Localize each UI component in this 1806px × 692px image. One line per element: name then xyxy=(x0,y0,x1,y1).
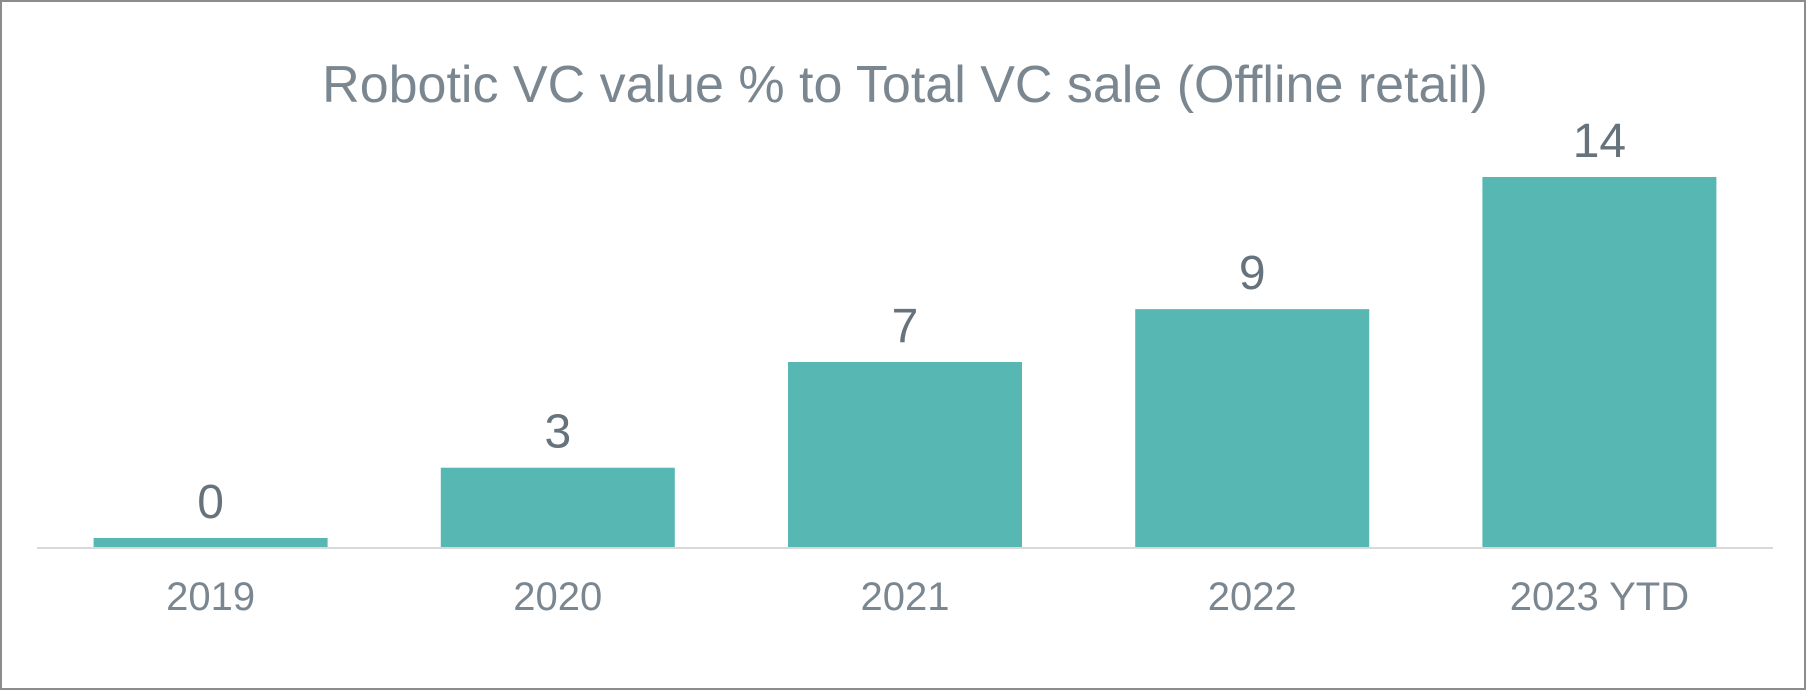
bars-group xyxy=(93,177,1717,547)
chart-title: Robotic VC value % to Total VC sale (Off… xyxy=(322,56,1488,114)
x-tick-label: 2022 xyxy=(1208,575,1297,619)
x-tick-label: 2020 xyxy=(513,575,602,619)
data-labels-group: 0 3 7 9 14 xyxy=(197,115,1626,529)
bar-2020 xyxy=(440,467,675,547)
x-tick-label: 2019 xyxy=(166,575,255,619)
bar-2022 xyxy=(1135,309,1370,547)
data-label: 0 xyxy=(197,476,224,529)
bar-2023-ytd xyxy=(1482,177,1717,547)
data-label: 7 xyxy=(892,300,919,353)
data-label: 3 xyxy=(544,406,571,459)
data-label: 14 xyxy=(1573,115,1626,168)
bar-2019 xyxy=(93,538,328,547)
x-tick-label: 2021 xyxy=(861,575,950,619)
x-tick-label: 2023 YTD xyxy=(1510,575,1689,619)
data-label: 9 xyxy=(1239,247,1266,300)
bar-2021 xyxy=(788,362,1022,547)
x-tick-labels-group: 2019 2020 2021 2022 2023 YTD xyxy=(166,575,1689,619)
